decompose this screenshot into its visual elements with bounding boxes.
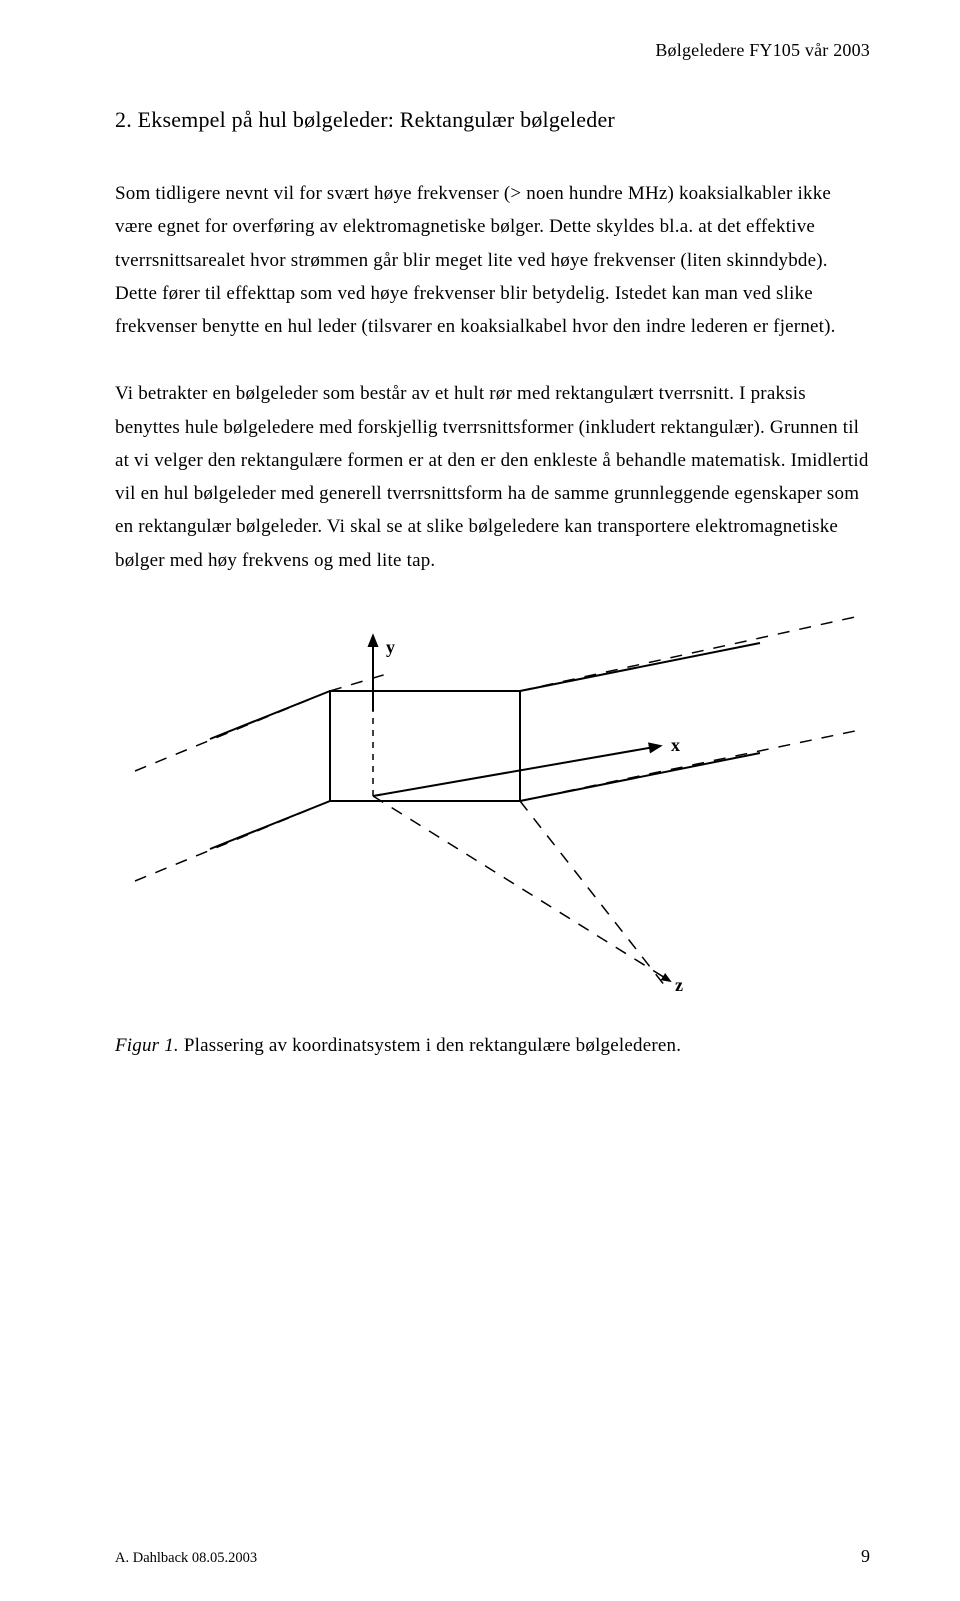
page: Bølgeledere FY105 vår 2003 2. Eksempel p…: [0, 0, 960, 1601]
figure-caption-text: Plassering av koordinatsystem i den rekt…: [179, 1035, 681, 1056]
section-title: 2. Eksempel på hul bølgeleder: Rektangul…: [115, 107, 870, 133]
paragraph-1: Som tidligere nevnt vil for svært høye f…: [115, 177, 870, 343]
figure-1: y x z Figur 1. Plassering av koordinatsyst…: [115, 611, 870, 1057]
figure-caption: Figur 1. Plassering av koordinatsystem i…: [115, 1035, 870, 1057]
svg-text:y: y: [386, 637, 395, 657]
paragraph-2: Vi betrakter en bølgeleder som består av…: [115, 377, 870, 577]
figure-label: Figur 1.: [115, 1035, 179, 1056]
page-footer: A. Dahlback 08.05.2003 9: [115, 1546, 870, 1567]
waveguide-diagram: y x z: [115, 611, 875, 1011]
footer-page-number: 9: [861, 1546, 870, 1567]
running-header: Bølgeledere FY105 vår 2003: [115, 40, 870, 61]
svg-text:z: z: [675, 975, 683, 995]
footer-author-date: A. Dahlback 08.05.2003: [115, 1550, 257, 1567]
svg-text:x: x: [671, 735, 680, 755]
